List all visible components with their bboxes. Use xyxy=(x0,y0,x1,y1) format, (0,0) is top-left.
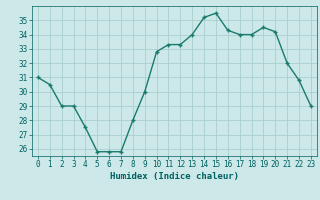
X-axis label: Humidex (Indice chaleur): Humidex (Indice chaleur) xyxy=(110,172,239,181)
